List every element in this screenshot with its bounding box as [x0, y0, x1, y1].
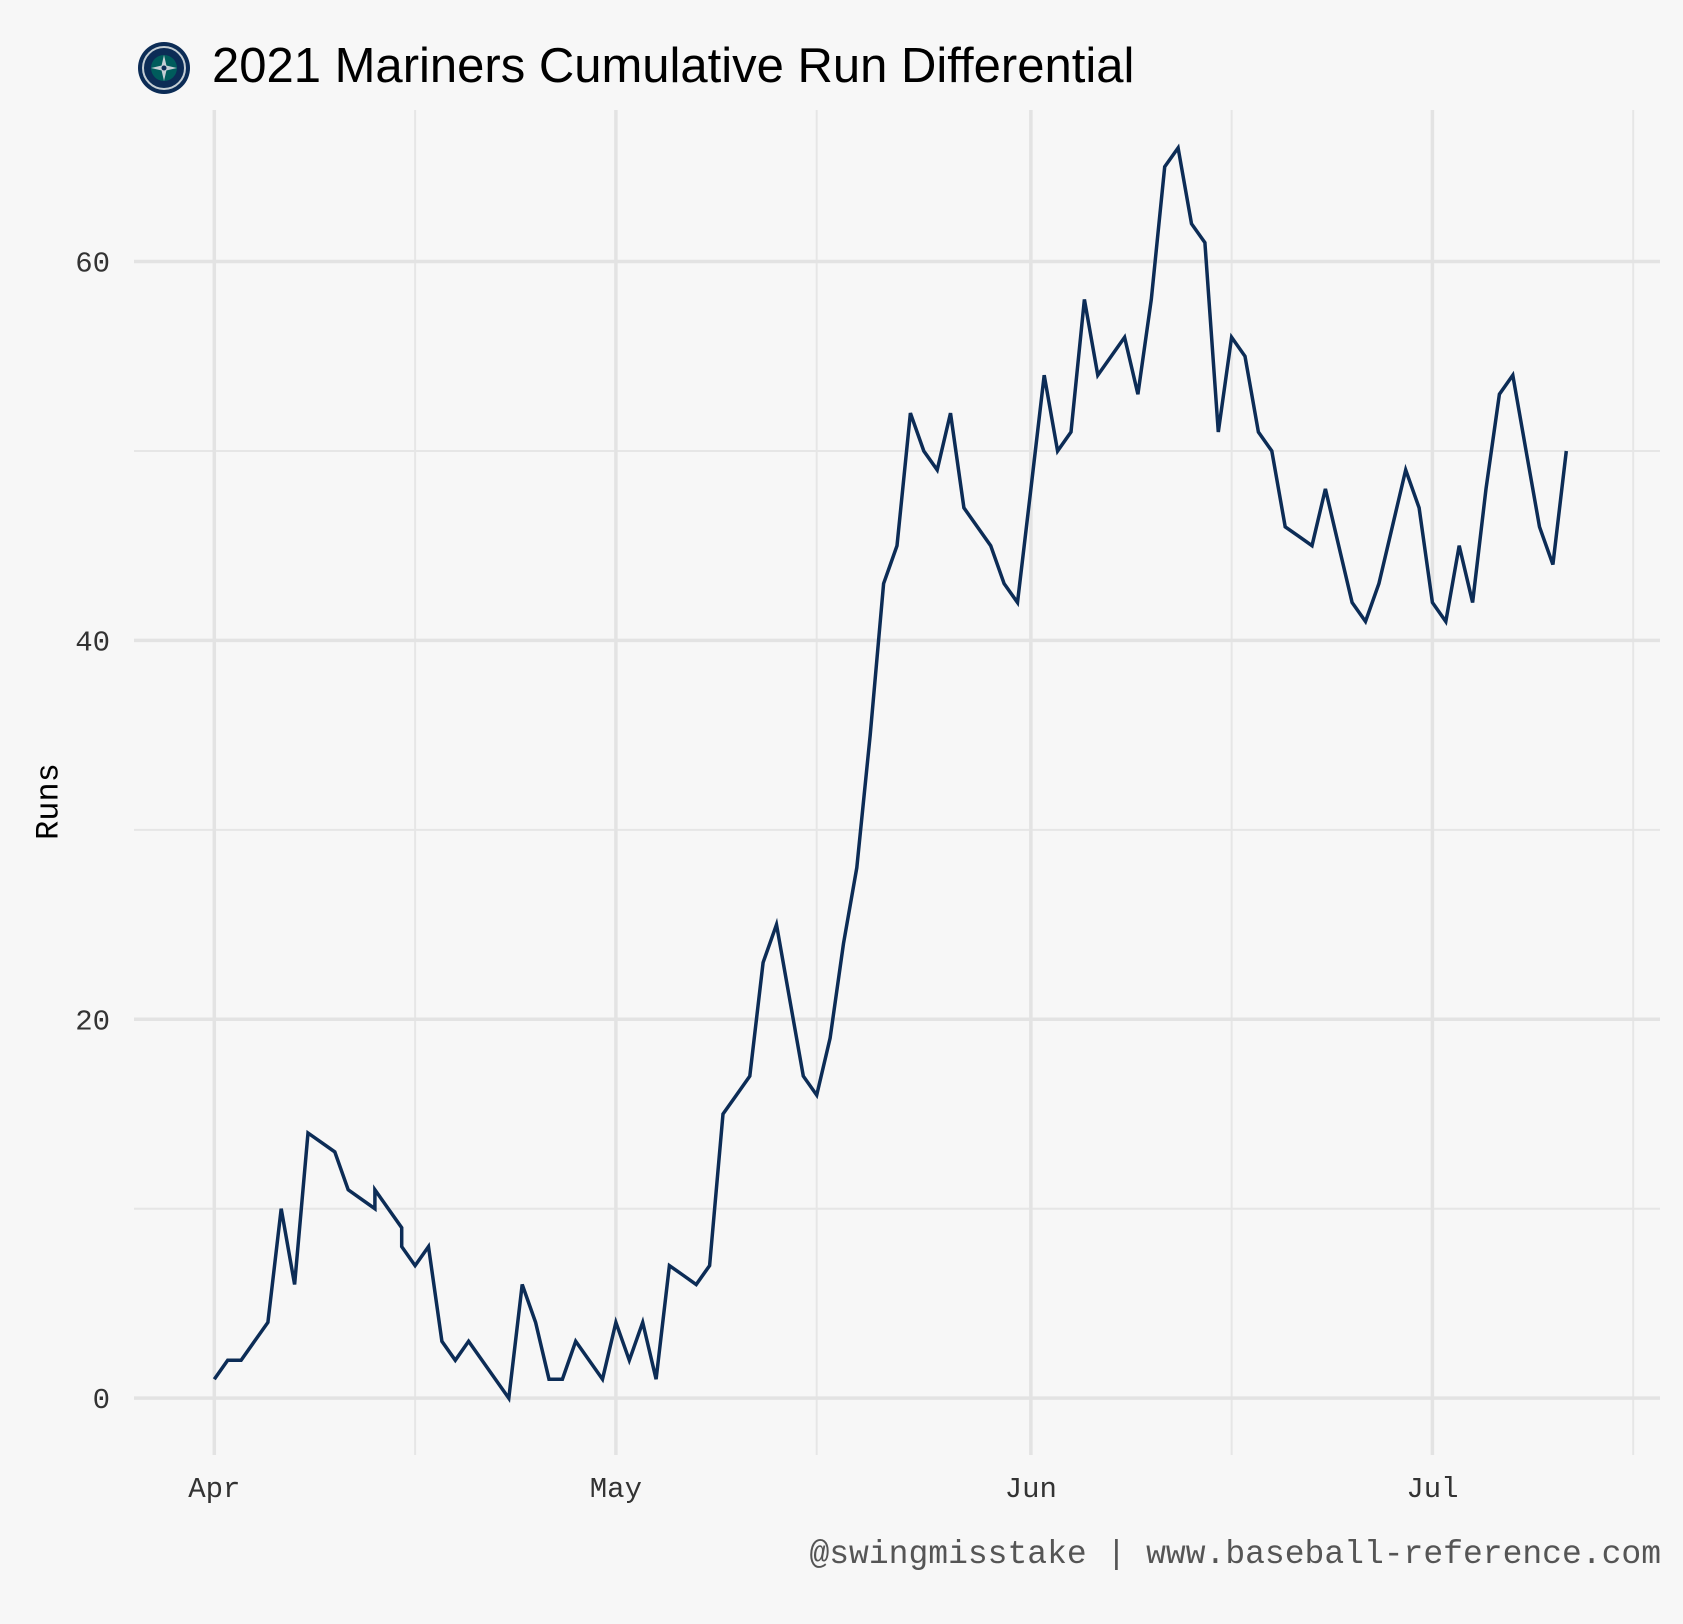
- chart-title: 2021 Mariners Cumulative Run Differentia…: [212, 39, 1135, 93]
- x-tick-label: Jun: [1005, 1473, 1057, 1506]
- y-tick-label: 60: [75, 248, 110, 281]
- y-tick-label: 20: [75, 1005, 110, 1038]
- y-tick-label: 0: [93, 1384, 110, 1417]
- x-tick-label: Apr: [188, 1473, 240, 1506]
- x-tick-label: May: [590, 1473, 642, 1506]
- y-tick-label: 40: [75, 626, 110, 659]
- chart-caption: @swingmisstake | www.baseball-reference.…: [809, 1536, 1661, 1573]
- series-line: [212, 143, 1569, 1403]
- x-tick-label: Jul: [1406, 1473, 1458, 1506]
- mariners-logo-icon: [138, 42, 190, 94]
